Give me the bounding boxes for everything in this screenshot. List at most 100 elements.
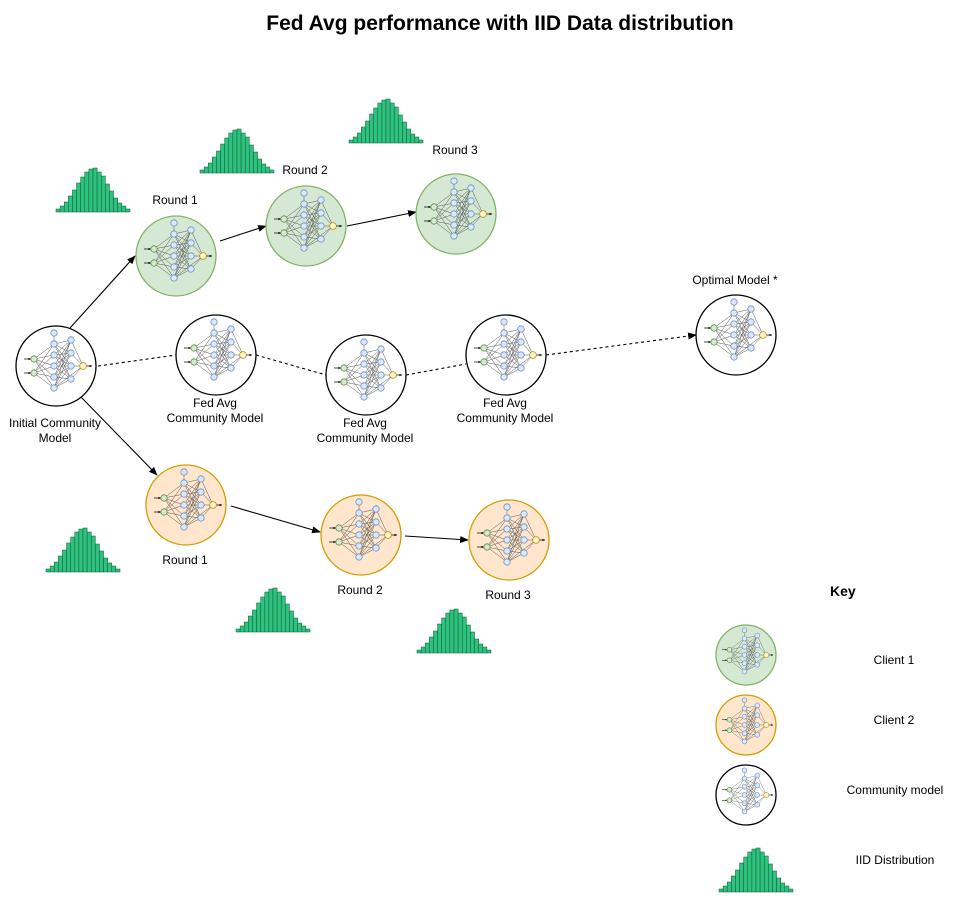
fedavg3-label-line2: Community Model (456, 411, 554, 425)
histogram-bar (293, 617, 298, 633)
histogram-bar (92, 167, 98, 213)
histogram-bar (269, 169, 275, 174)
histogram-bar (248, 615, 253, 633)
fedavg2-label-line2: Community Model (316, 431, 414, 445)
histogram-bar (212, 156, 217, 174)
histogram-bar (743, 856, 749, 893)
histogram-bar (377, 102, 383, 144)
client2-round2-label: Round 2 (337, 583, 383, 597)
histogram-bar (228, 132, 234, 174)
histogram-bar (239, 625, 245, 633)
histogram-bar (256, 602, 261, 633)
key-client2-label: Client 2 (873, 713, 915, 727)
histogram-bar (726, 881, 732, 893)
histogram-bar (361, 126, 366, 144)
histogram-bar (80, 176, 86, 213)
key-community-label: Community model (846, 783, 944, 797)
histogram-bar (117, 202, 123, 213)
histogram-bar (352, 136, 358, 144)
histogram-bar (739, 862, 744, 893)
histogram-bar (474, 638, 479, 654)
histogram-bar (58, 555, 63, 573)
histogram-bar (735, 869, 740, 893)
histogram-bar (253, 151, 258, 174)
histogram-bar (393, 106, 399, 144)
histogram-bar (453, 608, 459, 654)
key-client2-node (715, 694, 777, 756)
histogram-bar (402, 121, 407, 144)
histogram-bar (261, 163, 267, 174)
histogram-bar (780, 882, 786, 893)
histogram-bar (272, 587, 278, 633)
initial-model-label-line1: Initial Community (8, 416, 102, 430)
client2-round2-node (320, 494, 402, 576)
client2-round3-node (468, 499, 550, 581)
histogram-bar (236, 128, 242, 174)
histogram-bar (429, 636, 434, 654)
client1-round2-label: Round 2 (282, 163, 328, 177)
fedavg3-node (465, 314, 547, 396)
histogram-bar (62, 549, 67, 573)
histogram-bar (406, 128, 411, 144)
iid-histogram-client1-r1 (55, 167, 131, 213)
histogram-bar (297, 622, 303, 633)
histogram-bar (437, 623, 442, 654)
histogram-bar (240, 132, 246, 174)
fedavg2-label: Fed Avg Community Model (310, 416, 420, 446)
edge-initial-to-c1r1 (69, 255, 136, 329)
histogram-bar (457, 612, 463, 654)
histogram-bar (243, 621, 249, 633)
histogram-bar (55, 208, 61, 213)
histogram-bar (718, 888, 724, 893)
histogram-bar (88, 168, 94, 213)
histogram-bar (78, 528, 84, 573)
histogram-bar (449, 609, 455, 654)
histogram-bar (788, 888, 794, 893)
edge-fedavg1-to-fedavg2 (255, 354, 327, 376)
fedavg3-label: Fed Avg Community Model (450, 396, 560, 426)
iid-histogram-client2-r3 (416, 608, 492, 654)
histogram-bar (199, 169, 205, 174)
fedavg1-label-line1: Fed Avg (193, 396, 237, 410)
histogram-bar (107, 562, 113, 573)
histogram-bar (301, 625, 307, 633)
key-iid-histogram (718, 847, 794, 893)
histogram-bar (121, 205, 127, 213)
fedavg1-node (175, 314, 257, 396)
histogram-bar (776, 877, 781, 893)
histogram-bar (441, 617, 447, 654)
histogram-bar (252, 609, 257, 633)
histogram-bar (356, 132, 362, 144)
optimal-model-label: Optimal Model * (692, 273, 778, 287)
histogram-bar (53, 561, 59, 573)
client2-round1-node (145, 464, 227, 546)
edge-c1r1-to-c1r2 (219, 225, 267, 242)
edge-initial-to-c2r1 (79, 395, 158, 476)
edge-c2r2-to-c2r3 (404, 535, 469, 544)
histogram-bar (784, 885, 790, 893)
histogram-bar (49, 565, 55, 573)
connectors (69, 210, 697, 544)
histogram-bar (76, 182, 81, 213)
histogram-bar (486, 649, 492, 654)
histogram-bar (747, 851, 753, 893)
histogram-bar (461, 616, 467, 654)
diagram-title: Fed Avg performance with IID Data distri… (266, 12, 734, 35)
histogram-bar (74, 531, 80, 573)
initial-community-node (15, 325, 97, 407)
iid-histograms (45, 98, 794, 893)
histogram-bar (72, 189, 77, 213)
histogram-bar (414, 136, 420, 144)
fedavg2-node (325, 334, 407, 416)
initial-model-label-line2: Model (38, 431, 72, 445)
histogram-bar (365, 120, 370, 144)
histogram-bar (220, 143, 225, 174)
histogram-bar (203, 166, 209, 174)
histogram-bar (466, 624, 471, 654)
edge-fedavg2-to-fedavg3 (405, 363, 467, 376)
histogram-bar (416, 649, 422, 654)
histogram-bar (125, 208, 131, 213)
histogram-bar (285, 603, 290, 633)
histogram-bar (420, 646, 426, 654)
